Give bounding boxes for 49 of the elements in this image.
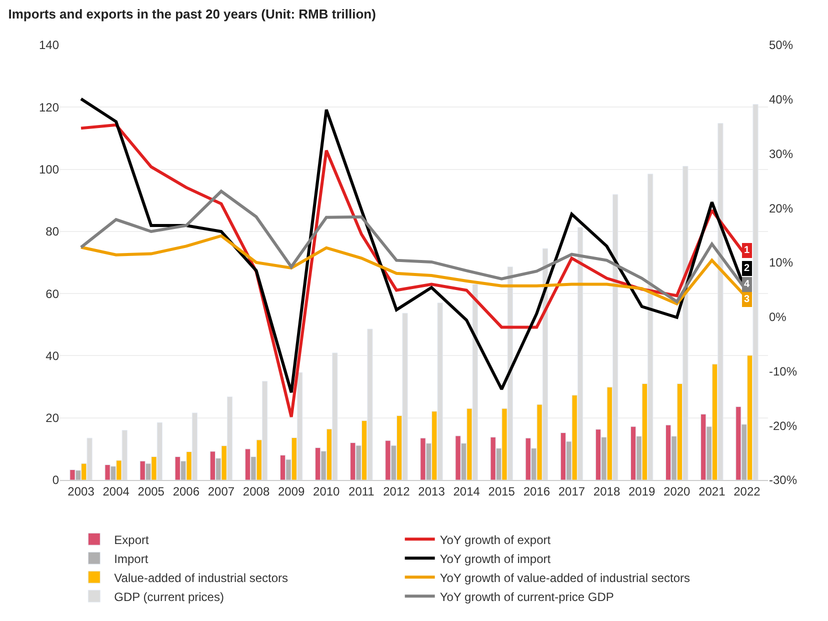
annotation: 2: [744, 263, 750, 274]
x-tick-label: 2021: [698, 484, 726, 498]
x-tick-label: 2006: [172, 484, 200, 498]
y2-tick-label: -30%: [769, 473, 798, 488]
x-tick-label: 2018: [593, 484, 620, 498]
y2-tick-label: 30%: [769, 146, 794, 161]
y2-tick-label: 10%: [769, 256, 794, 270]
legend-label: YoY growth of current-price GDP: [440, 590, 614, 604]
x-tick-label: 2019: [628, 484, 656, 498]
x-tick-label: 2005: [138, 484, 165, 498]
x-tick-label: 2015: [488, 484, 516, 498]
y2-tick-label: 40%: [769, 92, 794, 107]
chart-title: Imports and exports in the past 20 years (Unit: RMB trillion): [8, 6, 376, 22]
x-tick-label: 2020: [664, 484, 691, 498]
y-tick-label: 20: [46, 411, 60, 426]
y-tick-label: 60: [46, 286, 60, 301]
annotation: 1: [744, 245, 750, 256]
x-tick-label: 2012: [383, 484, 410, 498]
x-tick-label: 2007: [208, 484, 235, 498]
x-tick-label: 2003: [68, 484, 95, 498]
legend-label: Export: [114, 532, 150, 547]
y2-tick-label: -20%: [769, 418, 798, 433]
x-tick-label: 2010: [313, 484, 340, 498]
legend-label: Import: [114, 552, 149, 566]
legend-label: Value-added of industrial sectors: [114, 570, 288, 585]
legend-label: YoY growth of export: [440, 532, 552, 547]
y-tick-label: 100: [38, 162, 60, 176]
y-tick-label: 40: [46, 348, 60, 363]
x-tick-label: 2022: [734, 484, 761, 498]
y-tick-label: 120: [38, 100, 60, 114]
legend-label: YoY growth of import: [440, 552, 552, 566]
legend-label: GDP (current prices): [114, 590, 224, 604]
x-tick-label: 2014: [453, 484, 480, 498]
y-tick-label: 0: [52, 473, 60, 488]
x-tick-label: 2009: [278, 484, 305, 498]
y2-tick-label: 0%: [769, 310, 787, 324]
x-tick-label: 2004: [102, 484, 130, 498]
y2-tick-label: 20%: [769, 201, 794, 216]
x-tick-label: 2011: [348, 484, 375, 498]
x-tick-label: 2013: [418, 484, 446, 498]
y2-tick-label: -10%: [769, 364, 798, 378]
y2-tick-label: 50%: [769, 38, 794, 52]
annotation: 4: [744, 279, 750, 290]
x-tick-label: 2008: [242, 484, 270, 498]
x-tick-label: 2017: [558, 484, 586, 498]
legend-label: YoY growth of value-added of industrial sectors: [440, 570, 690, 585]
x-tick-label: 2016: [523, 484, 550, 498]
y-tick-label: 80: [46, 224, 60, 239]
y-tick-label: 140: [38, 38, 60, 52]
